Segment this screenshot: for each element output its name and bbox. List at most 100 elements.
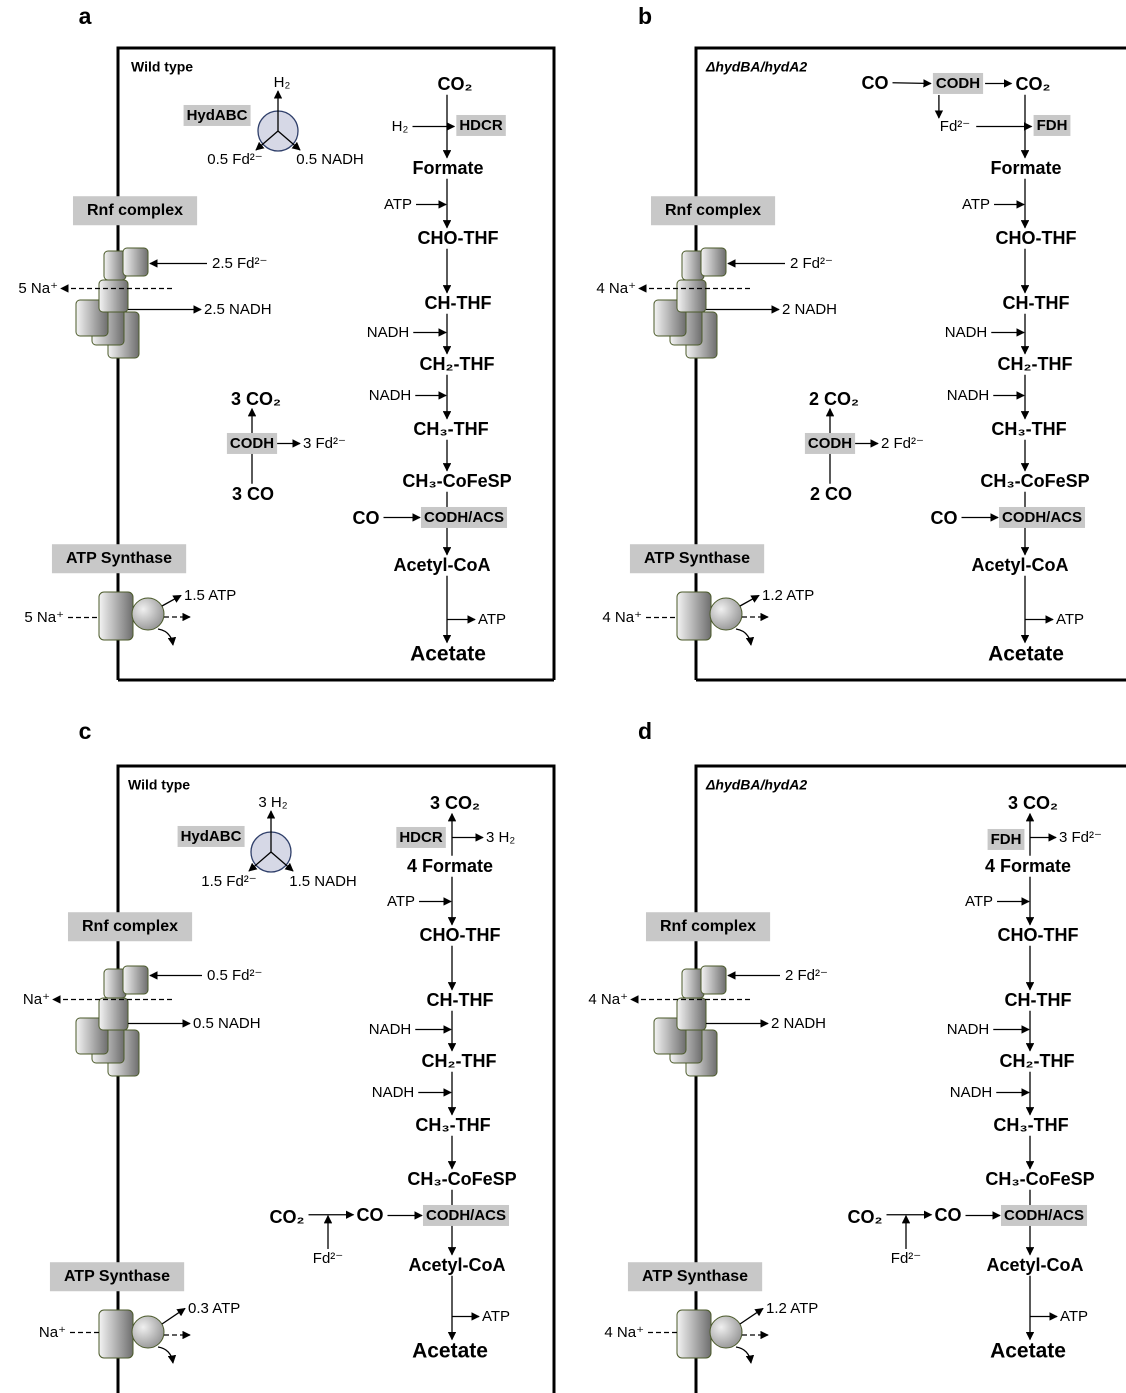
atp-synthase-f1 — [132, 598, 164, 630]
hydrogenase-h2: 3 H₂ — [258, 794, 287, 811]
pathway-acs: CODH/ACS — [1002, 509, 1082, 526]
pathway-formate: Formate — [412, 158, 483, 178]
arrow — [162, 595, 181, 606]
pathway-cofesp: CH₃-CoFeSP — [407, 1169, 516, 1189]
pathway-ch3: CH₃-THF — [413, 419, 488, 439]
atp-synthase-fo — [99, 1310, 133, 1358]
rnf-name: Rnf complex — [665, 202, 761, 219]
pathway-enzyme1: FDH — [1037, 117, 1068, 134]
label: d — [638, 718, 652, 744]
atp-synthase-na: 4 Na⁺ — [604, 1324, 644, 1341]
pathway-ch: CH-THF — [1005, 990, 1072, 1010]
codh-fd: 2 Fd²⁻ — [881, 435, 924, 452]
pathway-cho: CHO-THF — [418, 228, 499, 248]
rotation-arrow — [158, 629, 173, 645]
hydrogenase-fd: 1.5 Fd²⁻ — [201, 873, 256, 890]
pathway-ch3: CH₃-THF — [991, 419, 1066, 439]
label: a — [79, 3, 92, 29]
pathway-acetylcoa: Acetyl-CoA — [971, 555, 1068, 575]
pathway-h2: H₂ — [392, 118, 409, 135]
pathway-nadh1: NADH — [947, 1021, 990, 1038]
label: b — [638, 3, 652, 29]
pathway-enzyme1: HDCR — [459, 117, 502, 134]
diagram: aWild typeHydABCH₂0.5 Fd²⁻0.5 NADHRnf co… — [0, 0, 1126, 1393]
pathway-cho: CHO-THF — [420, 925, 501, 945]
pathway-ch: CH-THF — [427, 990, 494, 1010]
pathway-co2-in: CO₂ — [270, 1207, 305, 1227]
pathway-co-in: CO — [931, 508, 958, 528]
strain: Wild type — [128, 777, 190, 793]
hydrogenase-nadh: 0.5 NADH — [296, 151, 364, 168]
pathway-nadh2: NADH — [372, 1084, 415, 1101]
rotation-arrow — [158, 1347, 173, 1363]
pathway-acetate: Acetate — [990, 1340, 1066, 1363]
pathway-co-start: CO — [862, 73, 889, 93]
rnf-subunit — [701, 248, 726, 276]
pathway-atp-out: ATP — [1060, 1308, 1088, 1325]
atp-synthase-f1 — [710, 1316, 742, 1348]
atp-synthase-f1 — [710, 598, 742, 630]
rnf-name: Rnf complex — [87, 202, 183, 219]
pathway-co2: CO₂ — [438, 74, 473, 94]
pathway-cofesp: CH₃-CoFeSP — [980, 471, 1089, 491]
pathway-co-in: CO — [935, 1205, 962, 1225]
page: {"panels": [ {"label": "a", "strain": "W… — [0, 0, 1126, 1393]
strain: Wild type — [131, 59, 193, 75]
pathway-cho: CHO-THF — [998, 925, 1079, 945]
rnf-subunit — [677, 998, 706, 1030]
pathway-fd-in: Fd²⁻ — [891, 1250, 921, 1267]
pathway-acetylcoa: Acetyl-CoA — [986, 1255, 1083, 1275]
pathway-co2: CO₂ — [1016, 74, 1051, 94]
pathway-atp-in: ATP — [387, 893, 415, 910]
pathway-co-in: CO — [353, 508, 380, 528]
pathway-ch2: CH₂-THF — [422, 1051, 497, 1071]
pathway-acs: CODH/ACS — [426, 1207, 506, 1224]
rnf-nadh: 2 NADH — [782, 301, 837, 318]
pathway-ch3: CH₃-THF — [415, 1115, 490, 1135]
rnf-nadh: 2 NADH — [771, 1015, 826, 1032]
label: c — [79, 718, 92, 744]
atp-synthase-fo — [99, 592, 133, 640]
pathway-fd-in: Fd²⁻ — [313, 1250, 343, 1267]
pathway-cho: CHO-THF — [996, 228, 1077, 248]
labels: aWild typeHydABCH₂0.5 Fd²⁻0.5 NADHRnf co… — [18, 3, 1102, 1362]
pathway-enzyme1: FDH — [991, 831, 1022, 848]
pathway-nadh1: NADH — [369, 1021, 412, 1038]
pathway-co2: 3 CO₂ — [1008, 793, 1058, 813]
pathway-acetylcoa: Acetyl-CoA — [408, 1255, 505, 1275]
pathway-ch2: CH₂-THF — [420, 354, 495, 374]
rnf-subunit — [99, 998, 128, 1030]
hydrogenase-h2: H₂ — [274, 74, 291, 91]
pathway-cofesp: CH₃-CoFeSP — [985, 1169, 1094, 1189]
rnf-subunit — [123, 966, 148, 994]
rnf-subunit — [99, 280, 128, 312]
pathway-nadh2: NADH — [369, 387, 412, 404]
atp-synthase-name: ATP Synthase — [644, 550, 750, 567]
atp-synthase-atp: 1.5 ATP — [184, 587, 236, 604]
rnf-nadh: 2.5 NADH — [204, 301, 272, 318]
rnf-subunit — [677, 280, 706, 312]
pathway-formate: 4 Formate — [985, 856, 1071, 876]
pathway-ch2: CH₂-THF — [1000, 1051, 1075, 1071]
atp-synthase-atp: 1.2 ATP — [766, 1300, 818, 1317]
pathway-atp-in: ATP — [962, 196, 990, 213]
pathway-fd-in: Fd²⁻ — [940, 118, 970, 135]
rnf-fd: 2 Fd²⁻ — [790, 255, 833, 272]
pathway-atp-out: ATP — [482, 1308, 510, 1325]
pathway-nadh2: NADH — [950, 1084, 993, 1101]
pathway-nadh1: NADH — [945, 324, 988, 341]
rotation-arrow — [736, 629, 751, 645]
rnf-na: 4 Na⁺ — [596, 280, 636, 297]
atp-synthase-fo — [677, 592, 711, 640]
pathway-codh: CODH — [936, 75, 980, 92]
rnf-na: Na⁺ — [23, 991, 50, 1008]
codh-co2: 3 CO₂ — [231, 389, 281, 409]
pathway-fd-out: 3 Fd²⁻ — [1059, 829, 1102, 846]
arrow — [740, 1308, 763, 1324]
strain: ΔhydBA/hydA2 — [705, 59, 807, 75]
rnf-nadh: 0.5 NADH — [193, 1015, 261, 1032]
pathway-nadh1: NADH — [367, 324, 410, 341]
rnf-fd: 2.5 Fd²⁻ — [212, 255, 267, 272]
atp-synthase-f1 — [132, 1316, 164, 1348]
pathway-co2: 3 CO₂ — [430, 793, 480, 813]
